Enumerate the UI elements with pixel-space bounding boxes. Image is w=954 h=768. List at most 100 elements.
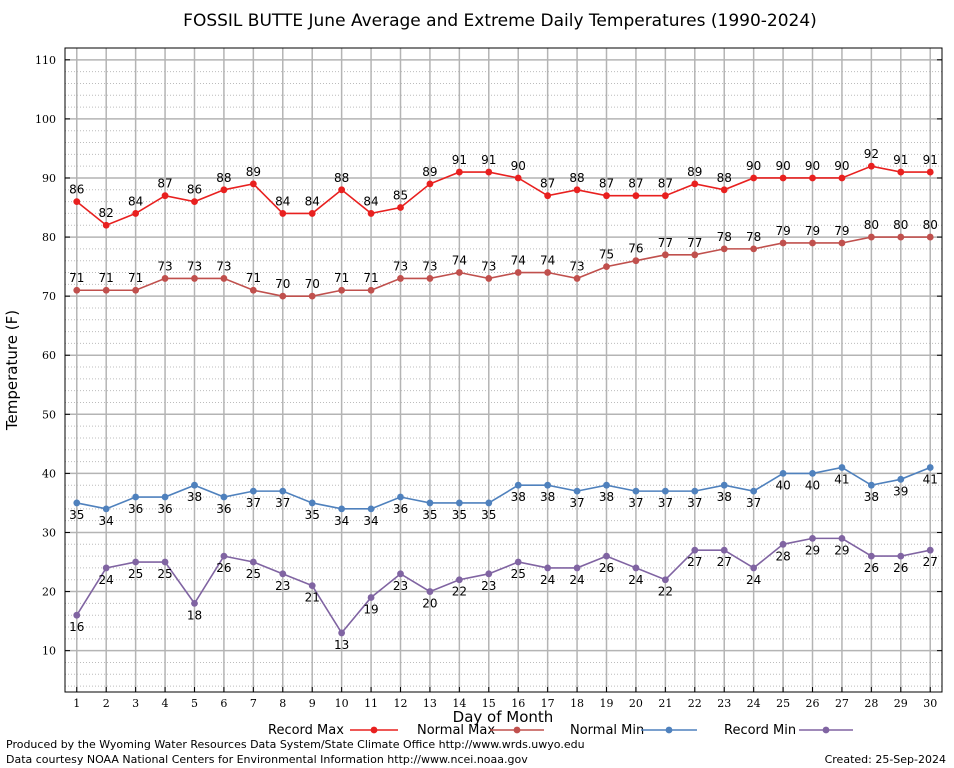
y-tick-label: 10 bbox=[42, 645, 56, 658]
normal-max-data-label: 78 bbox=[746, 230, 761, 244]
x-tick-label: 24 bbox=[747, 697, 761, 710]
normal-min-point bbox=[102, 505, 110, 513]
record-max-point bbox=[102, 221, 110, 229]
record-max-point bbox=[73, 198, 81, 206]
record-min-data-label: 25 bbox=[128, 567, 143, 581]
record-min-point bbox=[867, 552, 875, 560]
normal-min-point bbox=[485, 499, 493, 507]
record-min-data-label: 25 bbox=[246, 567, 261, 581]
record-max-point bbox=[750, 174, 758, 182]
record-max-point bbox=[632, 192, 640, 200]
normal-max-data-label: 71 bbox=[99, 271, 114, 285]
record-max-point bbox=[455, 168, 463, 176]
record-min-point bbox=[603, 552, 610, 560]
record-min-data-label: 25 bbox=[157, 567, 172, 581]
x-tick-label: 22 bbox=[688, 697, 702, 710]
normal-max-data-label: 73 bbox=[393, 259, 408, 273]
record-min-data-label: 26 bbox=[216, 561, 231, 575]
normal-min-data-label: 37 bbox=[569, 496, 584, 510]
normal-max-line bbox=[76, 236, 931, 297]
normal-min-data-label: 41 bbox=[923, 472, 938, 486]
y-tick-label: 30 bbox=[42, 526, 56, 539]
legend-marker-record-min bbox=[822, 726, 830, 734]
record-max-point bbox=[838, 174, 846, 182]
record-min-point bbox=[367, 594, 375, 601]
legend-label-record-max: Record Max bbox=[268, 723, 344, 738]
normal-min-data-label: 41 bbox=[834, 472, 849, 486]
normal-max-data-label: 74 bbox=[452, 254, 467, 268]
footer-data-courtesy: Data courtesy NOAA National Centers for … bbox=[6, 753, 528, 766]
record-max-data-label: 90 bbox=[805, 159, 820, 173]
x-tick-label: 14 bbox=[452, 697, 466, 710]
record-max-point bbox=[809, 174, 816, 182]
normal-min-data-label: 38 bbox=[599, 490, 614, 504]
record-max-data-label: 84 bbox=[275, 194, 290, 208]
normal-min-point bbox=[603, 481, 610, 489]
normal-max-point bbox=[73, 286, 81, 294]
normal-min-data-label: 36 bbox=[216, 502, 231, 516]
x-tick-label: 4 bbox=[162, 697, 169, 710]
normal-min-point bbox=[838, 464, 846, 471]
normal-max-data-label: 77 bbox=[687, 236, 702, 250]
x-tick-label: 10 bbox=[335, 697, 349, 710]
series-record-max: 86 82 84 87 86 88 89 84 84 88 84 85 89 91 91 90 87 88 87 87… bbox=[69, 147, 938, 229]
normal-max-data-label: 73 bbox=[216, 259, 231, 273]
record-max-point bbox=[573, 186, 581, 194]
x-tick-label: 1 bbox=[73, 697, 80, 710]
normal-max-data-label: 71 bbox=[246, 271, 261, 285]
normal-min-point bbox=[455, 499, 463, 507]
record-max-data-label: 88 bbox=[216, 171, 231, 185]
normal-max-point bbox=[308, 292, 316, 300]
normal-max-data-label: 73 bbox=[187, 259, 202, 273]
minor-gridlines bbox=[65, 47, 942, 687]
normal-max-point bbox=[809, 239, 816, 247]
x-tick-label: 15 bbox=[482, 697, 496, 710]
normal-min-point bbox=[73, 499, 81, 507]
record-max-point bbox=[191, 198, 198, 206]
normal-min-data-label: 35 bbox=[481, 508, 496, 522]
record-min-data-label: 29 bbox=[805, 543, 820, 557]
normal-min-point bbox=[161, 493, 169, 501]
record-min-point bbox=[191, 599, 198, 607]
normal-max-data-label: 70 bbox=[305, 277, 320, 291]
record-max-data-label: 86 bbox=[69, 183, 84, 197]
record-max-data-label: 92 bbox=[864, 147, 879, 161]
record-max-point bbox=[544, 192, 552, 200]
normal-max-point bbox=[838, 239, 846, 247]
x-tick-label: 2 bbox=[103, 697, 110, 710]
record-min-data-label: 24 bbox=[99, 573, 114, 587]
normal-min-data-label: 38 bbox=[864, 490, 879, 504]
footer-produced-by: Produced by the Wyoming Water Resources … bbox=[6, 738, 585, 751]
record-min-data-label: 13 bbox=[334, 638, 349, 652]
record-min-data-label: 25 bbox=[511, 567, 526, 581]
record-min-point bbox=[838, 534, 846, 542]
record-min-data-label: 21 bbox=[305, 591, 320, 605]
record-max-data-label: 86 bbox=[187, 183, 202, 197]
y-tick-label: 110 bbox=[35, 54, 56, 67]
normal-min-data-label: 40 bbox=[805, 478, 820, 492]
record-max-data-label: 91 bbox=[452, 153, 467, 167]
record-max-data-label: 85 bbox=[393, 189, 408, 203]
normal-min-data-label: 36 bbox=[157, 502, 172, 516]
normal-max-data-label: 73 bbox=[422, 259, 437, 273]
record-max-data-label: 91 bbox=[923, 153, 938, 167]
normal-max-point bbox=[397, 275, 404, 282]
y-tick-label: 60 bbox=[42, 349, 56, 362]
x-tick-label: 20 bbox=[629, 697, 643, 710]
record-min-data-label: 28 bbox=[775, 549, 790, 563]
record-max-point bbox=[514, 174, 522, 182]
y-tick-label: 40 bbox=[42, 467, 56, 480]
normal-max-point bbox=[191, 275, 198, 282]
x-tick-label: 11 bbox=[364, 697, 378, 710]
normal-max-point bbox=[279, 292, 287, 300]
normal-max-data-label: 71 bbox=[334, 271, 349, 285]
record-max-data-label: 89 bbox=[246, 165, 261, 179]
major-gridlines bbox=[65, 48, 942, 692]
normal-min-point bbox=[691, 487, 699, 495]
plot-frame bbox=[64, 47, 943, 693]
record-min-point bbox=[485, 570, 493, 578]
record-min-point bbox=[161, 558, 169, 566]
record-min-point bbox=[249, 558, 257, 566]
record-min-point bbox=[102, 564, 110, 572]
record-max-point bbox=[485, 168, 493, 176]
